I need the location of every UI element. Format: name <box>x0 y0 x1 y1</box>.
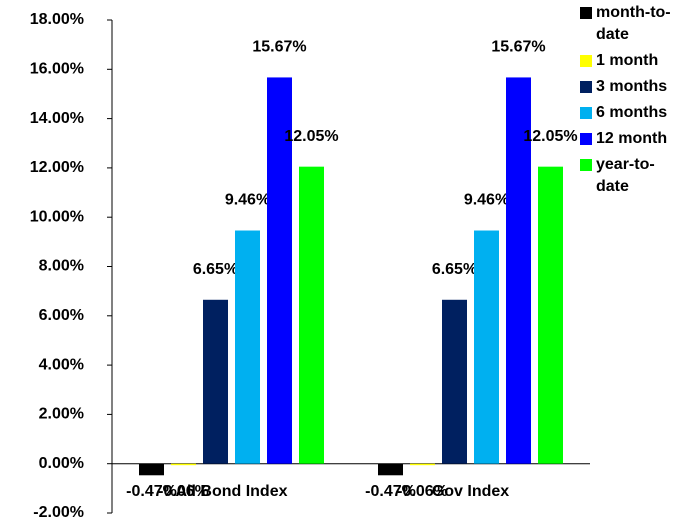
bar <box>538 166 563 464</box>
bar <box>203 299 228 464</box>
legend-label: 12 month <box>596 130 668 147</box>
bar <box>267 77 292 464</box>
legend-item: 3 months <box>580 76 692 98</box>
value-label: 9.46% <box>225 192 270 209</box>
bar <box>171 463 196 466</box>
bar <box>442 299 467 464</box>
legend: month-to-date 1 month 3 months 6 months 12 m… <box>580 2 692 202</box>
bar <box>139 463 164 476</box>
legend-item: 6 months <box>580 102 692 124</box>
y-tick-label: 12.00% <box>30 159 84 176</box>
bar <box>474 230 499 464</box>
value-label: 12.05% <box>284 128 338 145</box>
legend-label: 3 months <box>596 78 668 95</box>
legend-label: year-to-date <box>596 156 655 195</box>
y-tick-label: 16.00% <box>30 61 84 78</box>
value-label: 15.67% <box>491 39 545 56</box>
legend-swatch <box>580 7 592 19</box>
y-tick-label: 8.00% <box>39 258 84 275</box>
bar <box>378 463 403 476</box>
y-tick-label: 0.00% <box>39 455 84 472</box>
value-label: 6.65% <box>193 261 238 278</box>
value-label: -0.06% <box>158 483 209 500</box>
y-tick-label: 10.00% <box>30 208 84 225</box>
legend-swatch <box>580 133 592 145</box>
x-tick-label: Gov Index <box>432 483 509 500</box>
y-tick-label: 14.00% <box>30 110 84 127</box>
legend-item: 12 month <box>580 128 692 150</box>
y-tick-label: -2.00% <box>33 504 84 520</box>
legend-item: 1 month <box>580 50 692 72</box>
legend-label: month-to-date <box>596 4 671 43</box>
legend-item: year-to-date <box>580 154 692 198</box>
value-label: -0.47% <box>126 483 177 500</box>
legend-label: 1 month <box>596 52 659 69</box>
value-label: 9.46% <box>464 192 509 209</box>
legend-swatch <box>580 107 592 119</box>
value-label: 12.05% <box>523 128 577 145</box>
legend-label: 6 months <box>596 104 668 121</box>
legend-swatch <box>580 159 592 171</box>
value-label: -0.47% <box>365 483 416 500</box>
value-label: 15.67% <box>252 39 306 56</box>
value-label: -0.06% <box>397 483 448 500</box>
value-label: 6.65% <box>432 261 477 278</box>
bar <box>299 166 324 464</box>
legend-swatch <box>580 55 592 67</box>
legend-swatch <box>580 81 592 93</box>
bar <box>506 77 531 464</box>
y-tick-label: 18.00% <box>30 11 84 28</box>
bar <box>235 230 260 464</box>
bar <box>410 463 435 466</box>
legend-item: month-to-date <box>580 2 692 46</box>
x-tick-label: All Bond Index <box>176 483 288 500</box>
y-tick-label: 2.00% <box>39 406 84 423</box>
y-tick-label: 6.00% <box>39 307 84 324</box>
y-tick-label: 4.00% <box>39 356 84 373</box>
